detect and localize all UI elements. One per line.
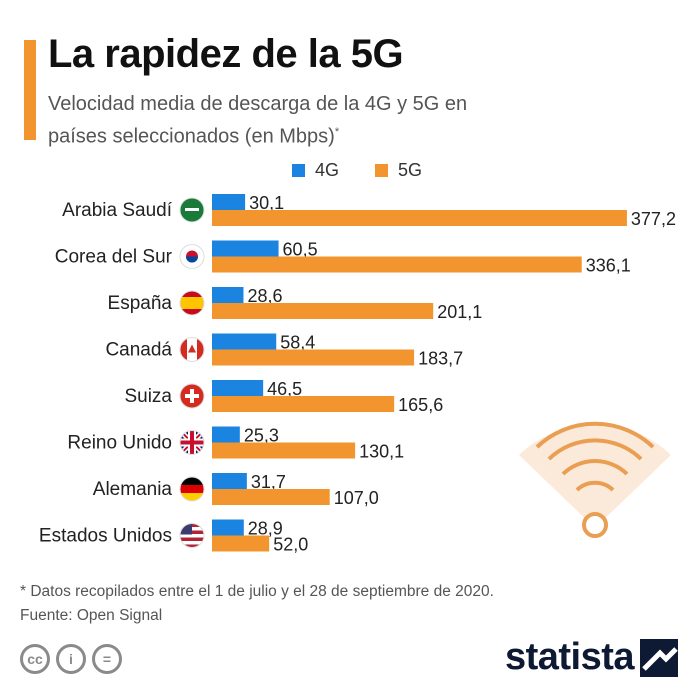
value-label-4g: 30,1 xyxy=(249,193,284,213)
bar-5g xyxy=(212,396,395,412)
value-label-5g: 377,2 xyxy=(631,209,676,229)
south-korea-flag-icon xyxy=(179,244,205,269)
category-label: Canadá xyxy=(105,340,172,361)
chart-row: Corea del Sur 60,5 336,1 xyxy=(55,240,631,276)
category-label: España xyxy=(108,293,173,314)
value-label-4g: 31,7 xyxy=(251,472,286,492)
legend-item-4g: 4G xyxy=(292,160,339,181)
bar-4g xyxy=(212,380,264,396)
chart-legend: 4G 5G xyxy=(292,160,458,181)
title-accent-bar xyxy=(24,40,36,140)
page-subtitle: Velocidad media de descarga de la 4G y 5… xyxy=(48,90,518,151)
value-label-5g: 52,0 xyxy=(273,535,308,555)
value-label-5g: 165,6 xyxy=(398,395,443,415)
bar-5g xyxy=(212,303,434,319)
wifi-icon xyxy=(519,421,671,538)
bar-4g xyxy=(212,240,279,257)
value-label-5g: 130,1 xyxy=(359,442,404,462)
legend-swatch-5g xyxy=(375,164,389,177)
chart-row: Estados Unidos 28,952,0 xyxy=(39,519,308,555)
category-label: Arabia Saudí xyxy=(62,200,173,221)
no-derivatives-icon[interactable]: = xyxy=(92,644,122,674)
category-label: Reino Unido xyxy=(67,433,172,454)
saudi-flag-icon xyxy=(179,197,205,223)
chart-row: Suiza 46,5 165,6 xyxy=(124,379,443,415)
bar-4g xyxy=(212,333,277,350)
bar-5g xyxy=(212,535,270,552)
switzerland-flag-icon xyxy=(179,383,205,409)
legend-label-5g: 5G xyxy=(398,160,423,180)
creative-commons-icon[interactable]: cc xyxy=(20,644,50,674)
chart-row: España 28,6 201,1 xyxy=(108,286,483,322)
bar-4g xyxy=(212,426,240,443)
bar-4g xyxy=(212,519,244,536)
chart-row: Reino Unido 25,3 130,1 xyxy=(67,426,404,462)
bar-5g xyxy=(212,489,330,505)
value-label-4g: 46,5 xyxy=(267,379,302,399)
bar-4g xyxy=(212,473,247,489)
bar-chart: Arabia Saudí 30,1 377,2 Corea del Sur 60,5 33… xyxy=(39,193,676,555)
legend-item-5g: 5G xyxy=(375,160,422,181)
subtitle-footnote-mark: * xyxy=(334,126,340,138)
footnote-source: Fuente: Open Signal xyxy=(20,607,163,624)
bar-5g xyxy=(212,210,627,226)
brand-name: statista xyxy=(504,636,635,678)
value-label-5g: 107,0 xyxy=(334,488,379,508)
footnote-note: * Datos recopilados entre el 1 de julio … xyxy=(20,583,494,600)
category-label: Estados Unidos xyxy=(39,526,172,547)
value-label-4g: 28,6 xyxy=(247,286,282,306)
page-title: La rapidez de la 5G xyxy=(48,32,404,76)
chart-row: Canadá 58,4 183,7 xyxy=(105,333,463,369)
license-icons: cc i = xyxy=(20,644,128,674)
category-label: Suiza xyxy=(124,386,172,407)
bar-4g xyxy=(212,287,244,303)
spain-flag-icon xyxy=(179,290,205,316)
usa-flag-icon xyxy=(179,523,205,548)
legend-label-4g: 4G xyxy=(315,160,340,180)
attribution-icon[interactable]: i xyxy=(56,644,86,674)
bar-5g xyxy=(212,349,415,366)
statista-mark-icon xyxy=(640,638,678,677)
canada-flag-icon xyxy=(179,337,205,362)
value-label-4g: 25,3 xyxy=(244,426,279,446)
footnote: * Datos recopilados entre el 1 de julio … xyxy=(20,580,494,628)
value-label-4g: 60,5 xyxy=(283,240,318,260)
subtitle-text: Velocidad media de descarga de la 4G y 5… xyxy=(48,93,468,148)
value-label-5g: 201,1 xyxy=(437,302,482,322)
statista-logo[interactable]: statista xyxy=(505,636,678,679)
uk-flag-icon xyxy=(179,430,205,455)
value-label-5g: 336,1 xyxy=(586,256,631,276)
value-label-4g: 28,9 xyxy=(248,519,283,539)
value-label-4g: 58,4 xyxy=(280,333,315,353)
bar-4g xyxy=(212,194,246,210)
germany-flag-icon xyxy=(179,476,205,502)
bar-5g xyxy=(212,442,356,459)
category-label: Corea del Sur xyxy=(55,247,173,268)
value-label-5g: 183,7 xyxy=(418,349,463,369)
category-label: Alemania xyxy=(93,479,173,500)
chart-row: Arabia Saudí 30,1 377,2 xyxy=(62,193,676,229)
chart-row: Alemania 31,7 107,0 xyxy=(93,472,379,508)
legend-swatch-4g xyxy=(292,164,305,177)
bar-5g xyxy=(212,256,582,273)
